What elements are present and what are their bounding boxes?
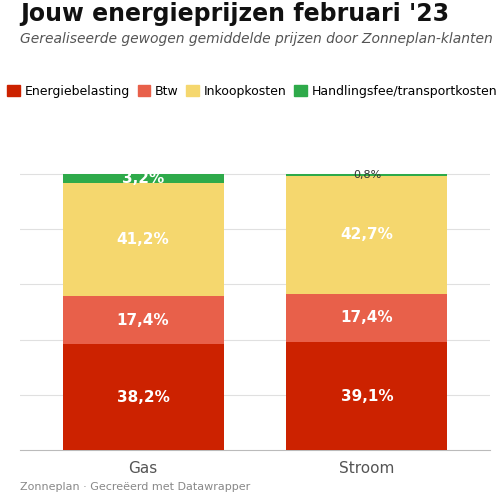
Text: 39,1%: 39,1% [340,388,393,404]
Bar [286,174,448,176]
Bar [62,174,224,182]
Bar [286,294,448,342]
Text: Zonneplan · Gecreëerd met Datawrapper: Zonneplan · Gecreëerd met Datawrapper [20,482,250,492]
Legend: Energiebelasting, Btw, Inkoopkosten, Handlingsfee/transportkosten: Energiebelasting, Btw, Inkoopkosten, Han… [8,85,498,98]
Text: 0,8%: 0,8% [353,170,381,180]
Bar [62,182,224,296]
Text: 42,7%: 42,7% [340,228,394,242]
Text: 38,2%: 38,2% [116,390,170,404]
Bar [62,344,224,450]
Bar [286,342,448,450]
Bar [62,296,224,344]
Text: 17,4%: 17,4% [117,313,170,328]
Text: Gerealiseerde gewogen gemiddelde prijzen door Zonneplan-klanten: Gerealiseerde gewogen gemiddelde prijzen… [20,32,493,46]
Text: 17,4%: 17,4% [340,310,393,326]
Bar [286,176,448,294]
Text: 3,2%: 3,2% [122,170,164,186]
Text: 41,2%: 41,2% [116,232,170,247]
Text: Jouw energieprijzen februari '23: Jouw energieprijzen februari '23 [20,2,449,26]
